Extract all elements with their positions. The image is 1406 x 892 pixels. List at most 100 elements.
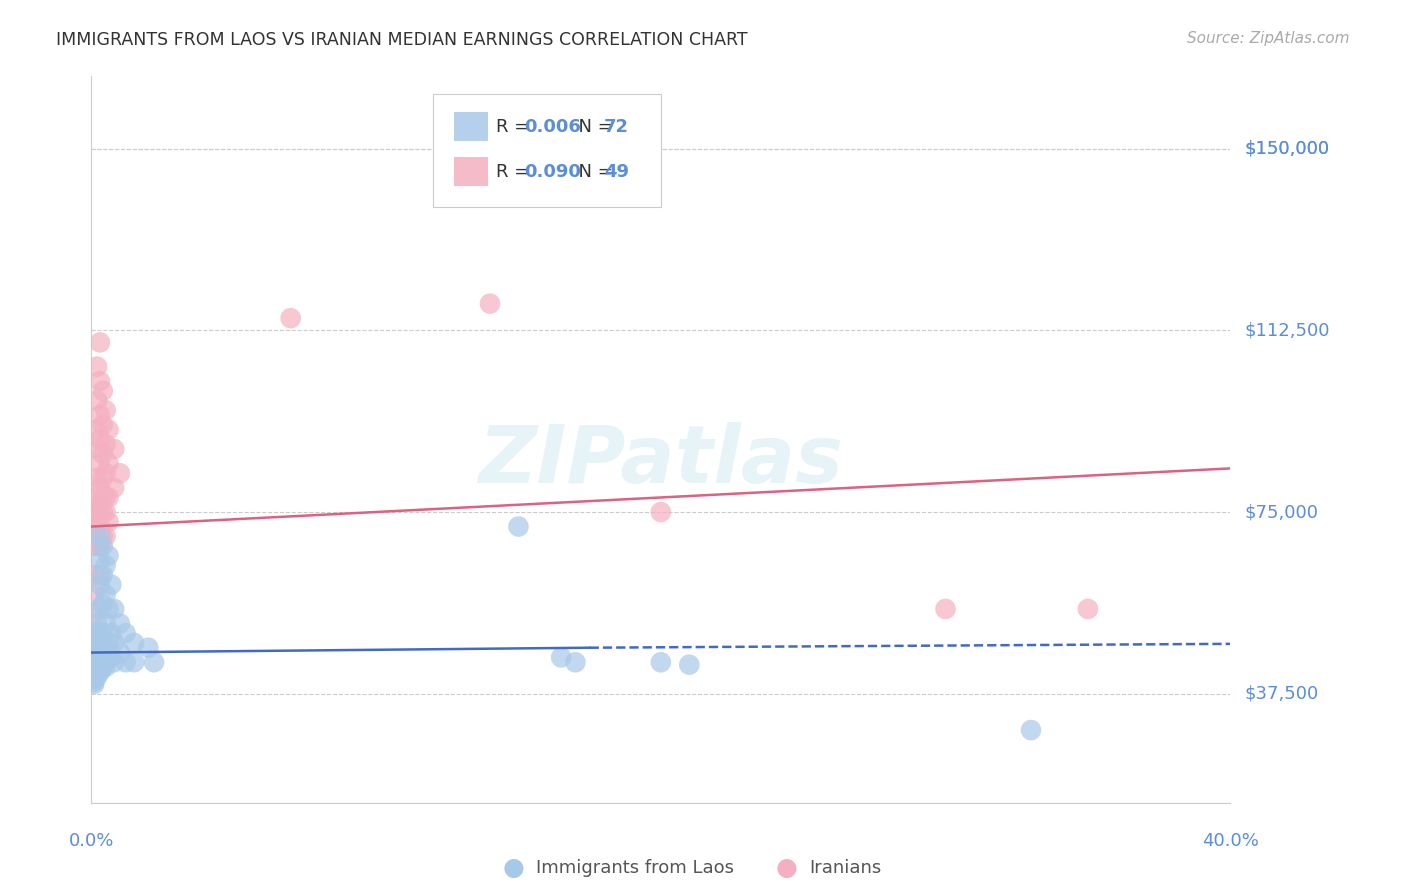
Point bbox=[91, 471, 114, 485]
Point bbox=[86, 640, 108, 655]
Point bbox=[91, 529, 114, 543]
FancyBboxPatch shape bbox=[433, 94, 661, 207]
Point bbox=[86, 359, 108, 374]
Point bbox=[89, 500, 111, 515]
Point bbox=[89, 578, 111, 592]
Text: 72: 72 bbox=[605, 118, 628, 136]
Point bbox=[86, 665, 108, 679]
Point bbox=[91, 655, 114, 669]
Point bbox=[89, 626, 111, 640]
Point bbox=[86, 636, 108, 650]
Point bbox=[97, 515, 120, 529]
Point bbox=[94, 529, 117, 543]
Point bbox=[103, 602, 125, 616]
Point bbox=[508, 519, 530, 533]
Point bbox=[89, 646, 111, 660]
Point bbox=[83, 568, 105, 582]
Point bbox=[103, 481, 125, 495]
Point bbox=[97, 602, 120, 616]
Point bbox=[83, 648, 105, 662]
Point bbox=[89, 636, 111, 650]
Text: ZIPatlas: ZIPatlas bbox=[478, 422, 844, 500]
Point bbox=[83, 665, 105, 679]
Point bbox=[280, 311, 302, 326]
Point bbox=[934, 602, 956, 616]
Point bbox=[1019, 723, 1042, 737]
Point bbox=[83, 677, 105, 691]
Point bbox=[97, 549, 120, 563]
Text: $112,500: $112,500 bbox=[1244, 321, 1330, 339]
Point bbox=[83, 657, 105, 672]
Point bbox=[89, 553, 111, 567]
Point bbox=[114, 655, 136, 669]
Point bbox=[89, 665, 111, 679]
Point bbox=[97, 457, 120, 471]
Point bbox=[86, 519, 108, 533]
Point bbox=[83, 640, 105, 655]
Bar bbox=[454, 112, 488, 141]
Text: N =: N = bbox=[568, 162, 619, 181]
Point bbox=[100, 578, 122, 592]
Point bbox=[103, 636, 125, 650]
Point bbox=[103, 655, 125, 669]
Point bbox=[89, 529, 111, 543]
Point bbox=[83, 646, 105, 660]
Point bbox=[83, 653, 105, 667]
Point bbox=[143, 655, 166, 669]
Point bbox=[83, 636, 105, 650]
Text: R =: R = bbox=[496, 162, 534, 181]
Point bbox=[650, 505, 672, 519]
Text: Source: ZipAtlas.com: Source: ZipAtlas.com bbox=[1187, 31, 1350, 46]
Point bbox=[83, 650, 105, 665]
Point bbox=[550, 650, 572, 665]
Point bbox=[97, 650, 120, 665]
Point bbox=[89, 539, 111, 553]
Bar bbox=[454, 157, 488, 186]
Point bbox=[94, 437, 117, 451]
Point bbox=[86, 646, 108, 660]
Point bbox=[86, 626, 108, 640]
Point bbox=[97, 423, 120, 437]
Point bbox=[86, 660, 108, 674]
Point bbox=[94, 467, 117, 481]
Point bbox=[122, 655, 145, 669]
Point bbox=[94, 640, 117, 655]
Point bbox=[91, 646, 114, 660]
Point bbox=[91, 626, 114, 640]
Point bbox=[83, 672, 105, 686]
Point bbox=[91, 384, 114, 398]
Point bbox=[103, 442, 125, 456]
Point bbox=[91, 505, 114, 519]
Point bbox=[678, 657, 700, 672]
Point bbox=[86, 670, 108, 684]
Point bbox=[89, 481, 111, 495]
Point bbox=[94, 505, 117, 519]
Point bbox=[122, 636, 145, 650]
Point bbox=[97, 491, 120, 505]
Text: R =: R = bbox=[496, 118, 534, 136]
Point bbox=[108, 616, 131, 631]
Point bbox=[89, 408, 111, 422]
Point bbox=[86, 655, 108, 669]
Point bbox=[114, 626, 136, 640]
Text: N =: N = bbox=[568, 118, 619, 136]
Point bbox=[100, 650, 122, 665]
Point bbox=[83, 667, 105, 681]
Text: $37,500: $37,500 bbox=[1244, 685, 1319, 703]
Point bbox=[478, 296, 502, 310]
Point bbox=[83, 500, 105, 515]
Point bbox=[89, 457, 111, 471]
Point bbox=[94, 587, 117, 601]
Point bbox=[89, 433, 111, 447]
Point bbox=[86, 442, 108, 456]
Point bbox=[86, 491, 108, 505]
Point bbox=[83, 670, 105, 684]
Point bbox=[91, 568, 114, 582]
Point bbox=[86, 505, 108, 519]
Text: 0.090: 0.090 bbox=[524, 162, 581, 181]
Text: $150,000: $150,000 bbox=[1244, 139, 1329, 158]
Point bbox=[83, 607, 105, 621]
Point bbox=[89, 335, 111, 350]
Point bbox=[91, 597, 114, 611]
Point bbox=[564, 655, 586, 669]
